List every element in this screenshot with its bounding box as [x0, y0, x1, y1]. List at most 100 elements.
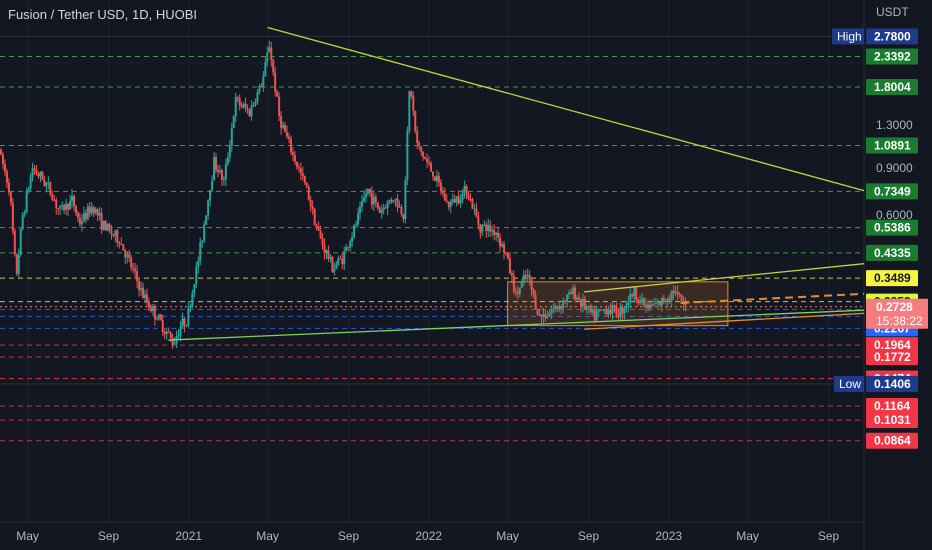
candle-up: [408, 91, 411, 132]
candle-up: [554, 305, 557, 309]
currency-label: USDT: [876, 5, 909, 19]
candle-down: [676, 291, 679, 295]
x-tick-label: 2021: [175, 529, 202, 543]
candle-up: [585, 307, 588, 310]
candle-up: [86, 206, 89, 220]
candle-down: [305, 182, 308, 187]
trend-line: [583, 312, 865, 330]
candle-down: [430, 163, 433, 172]
candle-down: [116, 230, 119, 243]
candle-up: [625, 305, 628, 309]
candle-down: [317, 226, 320, 231]
high-tag: High: [837, 29, 862, 43]
candle-down: [493, 230, 496, 235]
candle-down: [63, 205, 66, 210]
high-price-label-bg: [866, 28, 918, 45]
candle-up: [264, 62, 267, 77]
candle-down: [465, 186, 468, 196]
candle-down: [307, 186, 310, 200]
candle-up: [451, 199, 454, 202]
low-price-label-bg: [866, 376, 918, 393]
candle-up: [351, 237, 354, 242]
candle-up: [47, 181, 50, 183]
candle-down: [574, 287, 577, 300]
candle-up: [179, 326, 182, 336]
candle-down: [161, 319, 164, 332]
candle-down: [512, 275, 515, 292]
candle-up: [372, 196, 375, 205]
candle-up: [652, 304, 655, 306]
candle-down: [88, 206, 91, 214]
candle-down: [617, 314, 620, 318]
x-axis[interactable]: May Sep 2021 May Sep 2022 May Sep 2023 May Sep: [16, 529, 839, 543]
candle-down: [370, 192, 373, 205]
candle-up: [581, 298, 584, 307]
candle-down: [118, 242, 121, 244]
candle-up: [406, 131, 409, 181]
candle-up: [501, 244, 504, 247]
candle-up: [23, 212, 26, 215]
candle-down: [3, 164, 6, 172]
candle-down: [410, 91, 413, 96]
candle-up: [648, 304, 651, 309]
x-tick-label: May: [496, 529, 519, 543]
candle-up: [69, 201, 72, 210]
candle-up: [629, 294, 632, 303]
candle-up: [481, 224, 484, 233]
candle-up: [495, 232, 498, 235]
candle-up: [114, 230, 117, 236]
candle-down: [147, 302, 150, 309]
candle-down: [599, 309, 602, 311]
candle-down: [433, 176, 436, 182]
candle-down: [130, 257, 133, 268]
candle-up: [329, 257, 332, 259]
candle-up: [165, 331, 168, 335]
candle-up: [639, 300, 642, 304]
candle-up: [619, 307, 622, 318]
candle-up: [17, 254, 20, 274]
candle-down: [347, 247, 350, 249]
candle-down: [540, 314, 543, 317]
level-label: 0.0864: [874, 434, 911, 448]
candle-down: [13, 230, 16, 255]
candle-up: [232, 116, 235, 129]
candle-down: [577, 297, 580, 300]
candle-down: [536, 308, 539, 315]
candle-down: [169, 332, 172, 338]
candle-down: [514, 291, 517, 293]
candle-down: [609, 309, 612, 314]
candle-down: [313, 209, 316, 226]
candle-down: [339, 258, 342, 260]
candle-down: [508, 258, 511, 274]
candle-up: [209, 189, 212, 201]
candle-down: [15, 254, 18, 274]
candle-down: [528, 274, 531, 280]
candle-up: [670, 290, 673, 300]
candle-up: [226, 157, 229, 164]
candle-up: [177, 335, 180, 337]
candle-up: [197, 260, 200, 267]
candle-up: [558, 306, 561, 309]
candle-down: [504, 252, 507, 254]
candle-down: [420, 146, 423, 153]
candle-down: [142, 287, 145, 299]
level-label-bg: [866, 432, 918, 449]
candle-down: [33, 168, 36, 170]
candle-up: [345, 247, 348, 252]
x-tick-label: 2022: [415, 529, 442, 543]
candle-up: [126, 254, 129, 258]
price-axis[interactable]: USDT 1.3000 0.9000 0.6000 2.3392 1.8004 1.0891…: [832, 5, 928, 449]
level-label: 0.4335: [874, 246, 911, 260]
candle-down: [288, 136, 290, 139]
level-label-bg: [866, 270, 918, 287]
candle-down: [104, 220, 107, 231]
candle-up: [195, 266, 198, 285]
candle-up: [337, 258, 340, 265]
low-price-label: 0.1406: [874, 377, 911, 391]
candle-down: [74, 206, 77, 214]
candle-down: [159, 314, 162, 320]
candle-down: [396, 198, 399, 208]
candle-up: [595, 312, 598, 321]
